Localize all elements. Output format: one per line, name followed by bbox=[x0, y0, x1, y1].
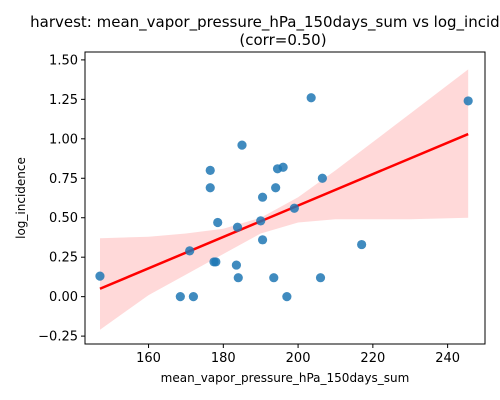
x-tick-label: 220 bbox=[360, 351, 385, 366]
data-point bbox=[307, 93, 316, 102]
data-point bbox=[318, 174, 327, 183]
data-point bbox=[279, 163, 288, 172]
y-tick-label: −0.25 bbox=[38, 330, 78, 345]
y-tick-label: 0.00 bbox=[49, 290, 78, 305]
data-point bbox=[189, 292, 198, 301]
x-tick-label: 180 bbox=[211, 351, 236, 366]
data-point bbox=[258, 193, 267, 202]
data-point bbox=[237, 141, 246, 150]
data-point bbox=[233, 223, 242, 232]
data-point bbox=[211, 257, 220, 266]
x-tick-label: 200 bbox=[286, 351, 311, 366]
data-point bbox=[176, 292, 185, 301]
data-point bbox=[282, 292, 291, 301]
data-point bbox=[185, 246, 194, 255]
x-axis-label: mean_vapor_pressure_hPa_150days_sum bbox=[161, 371, 410, 385]
y-axis-label: log_incidence bbox=[14, 157, 28, 239]
x-tick-label: 240 bbox=[435, 351, 460, 366]
data-point bbox=[271, 183, 280, 192]
y-tick-label: 1.25 bbox=[49, 93, 78, 108]
y-tick-label: 1.50 bbox=[49, 53, 78, 68]
x-axis-ticks: 160 180 200 220 240 bbox=[136, 344, 460, 366]
data-point bbox=[256, 216, 265, 225]
data-point bbox=[213, 218, 222, 227]
data-point bbox=[206, 166, 215, 175]
data-point bbox=[258, 235, 267, 244]
plot-area bbox=[95, 69, 472, 329]
data-point bbox=[232, 260, 241, 269]
y-tick-label: 0.25 bbox=[49, 251, 78, 266]
data-point bbox=[464, 96, 473, 105]
data-point bbox=[269, 273, 278, 282]
data-point bbox=[290, 204, 299, 213]
data-point bbox=[95, 272, 104, 281]
y-axis-ticks: −0.25 0.00 0.25 0.50 0.75 1.00 1.25 1.50 bbox=[38, 53, 85, 344]
chart-title-line1: harvest: mean_vapor_pressure_hPa_150days… bbox=[30, 13, 500, 32]
y-tick-label: 0.75 bbox=[49, 172, 78, 187]
x-tick-label: 160 bbox=[136, 351, 161, 366]
data-point bbox=[316, 273, 325, 282]
data-point bbox=[206, 183, 215, 192]
confidence-band bbox=[100, 69, 468, 329]
data-point bbox=[234, 273, 243, 282]
data-point bbox=[357, 240, 366, 249]
chart-title-line2: (corr=0.50) bbox=[239, 31, 326, 49]
y-tick-label: 0.50 bbox=[49, 211, 78, 226]
y-tick-label: 1.00 bbox=[49, 132, 78, 147]
